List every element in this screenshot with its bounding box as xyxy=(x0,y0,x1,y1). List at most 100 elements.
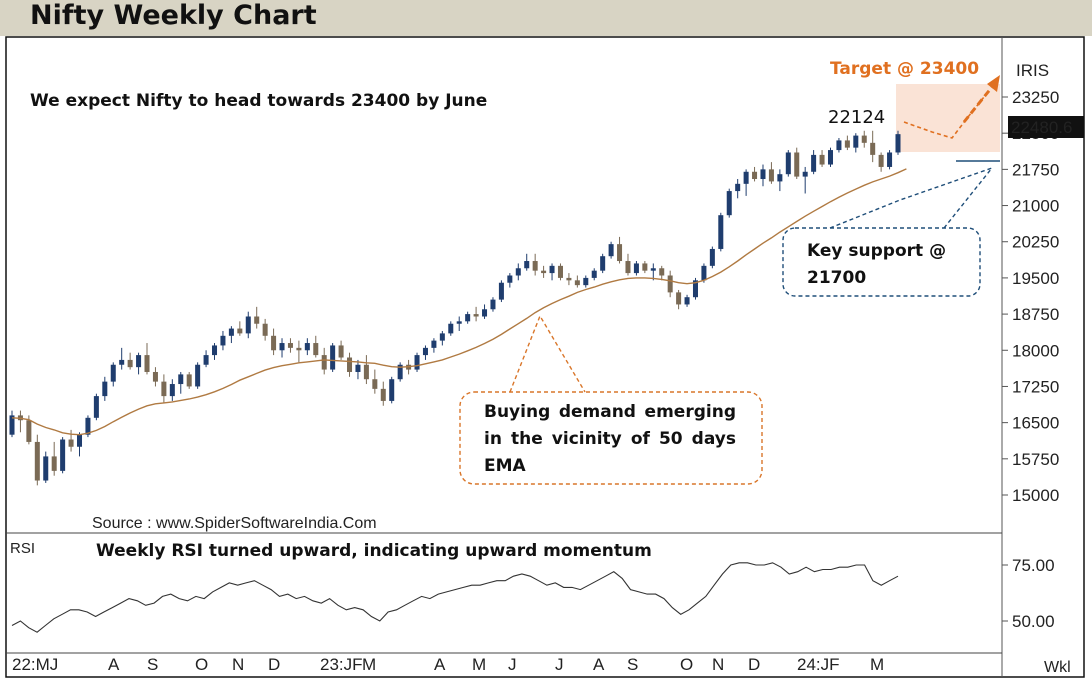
candle-body xyxy=(490,299,496,310)
y-tick-label: 21000 xyxy=(1012,197,1059,216)
candle-body xyxy=(549,265,555,274)
candle-body xyxy=(465,314,471,322)
candle-body xyxy=(870,142,876,155)
candle-body xyxy=(338,345,344,358)
y-tick-label: 21750 xyxy=(1012,160,1059,179)
x-tick-label: O xyxy=(195,655,208,674)
candle-body xyxy=(752,171,758,180)
candle-body xyxy=(372,379,378,389)
x-tick-label: N xyxy=(232,655,244,674)
x-tick-label: J xyxy=(508,655,517,674)
candle-body xyxy=(321,355,327,370)
candle-body xyxy=(102,381,108,397)
candle-body xyxy=(76,434,83,447)
y-tick-label: 15750 xyxy=(1012,450,1059,469)
candle-body xyxy=(296,347,302,351)
candle-body xyxy=(625,261,631,274)
page-title: Nifty Weekly Chart xyxy=(30,0,317,31)
candle-body xyxy=(718,215,724,249)
candle-body xyxy=(557,265,563,278)
candle-body xyxy=(448,323,454,334)
candle-body xyxy=(9,415,15,435)
candle-body xyxy=(93,396,99,418)
headline-text: We expect Nifty to head towards 23400 by… xyxy=(30,91,487,111)
candle-body xyxy=(161,381,167,397)
x-tick-label: A xyxy=(593,655,605,674)
x-tick-label: 22:MJ xyxy=(12,655,58,674)
candle-body xyxy=(676,292,682,305)
candle-body xyxy=(726,191,732,216)
ema-callout-pointer xyxy=(509,314,586,393)
ema-callout-text: Buying demand emerging in the vicinity o… xyxy=(484,399,736,480)
candle-body xyxy=(144,355,150,372)
candle-body xyxy=(574,280,580,286)
candle-body xyxy=(127,359,133,368)
candle-body xyxy=(330,345,336,370)
candle-body xyxy=(777,174,783,182)
candle-body xyxy=(819,154,825,165)
candle-body xyxy=(709,248,715,266)
candle-body xyxy=(287,343,293,348)
candle-body xyxy=(853,135,859,148)
candle-body xyxy=(667,275,673,293)
candle-body xyxy=(304,343,310,351)
candle-body xyxy=(743,171,749,184)
candle-body xyxy=(363,364,369,380)
target-zone xyxy=(896,84,1000,152)
y-tick-label: 18750 xyxy=(1012,305,1059,324)
target-label: Target @ 23400 xyxy=(830,59,979,79)
candle-body xyxy=(583,277,589,286)
last-price-label: 22480.6 xyxy=(1011,118,1072,137)
candle-body xyxy=(271,335,277,351)
rsi-axis-ticks: 75.00 50.00 xyxy=(1002,556,1055,631)
candle-body xyxy=(313,343,319,356)
candle-body xyxy=(439,333,445,341)
candle-body xyxy=(617,244,623,262)
candle-body xyxy=(684,297,690,305)
candle-body xyxy=(878,154,884,167)
candle-body xyxy=(152,371,158,382)
candle-body xyxy=(844,140,850,148)
support-callout-text: Key support @ 21700 xyxy=(807,238,967,292)
x-tick-label: J xyxy=(555,655,564,674)
candle-body xyxy=(650,268,656,271)
source-text: Source : www.SpiderSoftwareIndia.Com xyxy=(92,515,377,532)
candle-body xyxy=(262,323,268,336)
support-callout-box xyxy=(782,227,981,297)
candle-body xyxy=(136,355,142,368)
candle-body xyxy=(895,134,901,153)
y-tick-label: 15000 xyxy=(1012,486,1059,505)
ema-callout-label: Buying demand emerging in the vicinity o… xyxy=(484,402,736,476)
y-tick-label: 17250 xyxy=(1012,377,1059,396)
candle-body xyxy=(498,282,504,300)
candle-body xyxy=(279,343,285,351)
title-bar: Nifty Weekly Chart xyxy=(0,0,1092,36)
candle-body xyxy=(178,374,184,385)
candle-body xyxy=(836,140,842,151)
candle-body xyxy=(887,152,893,167)
rsi-label: RSI xyxy=(10,540,35,557)
candle-body xyxy=(212,345,218,356)
candle-body xyxy=(228,328,234,336)
candle-body xyxy=(482,309,488,317)
candle-body xyxy=(245,316,251,334)
candle-body xyxy=(60,439,66,471)
candle-body xyxy=(389,379,395,401)
candle-body xyxy=(701,265,707,281)
candle-body xyxy=(431,340,437,348)
candles xyxy=(9,130,901,486)
candle-body xyxy=(220,335,226,346)
x-tick-label: O xyxy=(680,655,693,674)
candle-body xyxy=(422,347,428,356)
candle-body xyxy=(541,270,547,274)
candle-body xyxy=(600,256,606,271)
candle-body xyxy=(43,456,49,481)
x-tick-label: M xyxy=(362,655,376,674)
symbol-label: IRIS xyxy=(1016,61,1049,80)
ema-callout-box xyxy=(459,391,763,485)
candle-body xyxy=(802,171,808,177)
support-callout-pointer xyxy=(829,167,993,229)
y-tick-label: 19500 xyxy=(1012,269,1059,288)
candle-body xyxy=(811,154,817,172)
